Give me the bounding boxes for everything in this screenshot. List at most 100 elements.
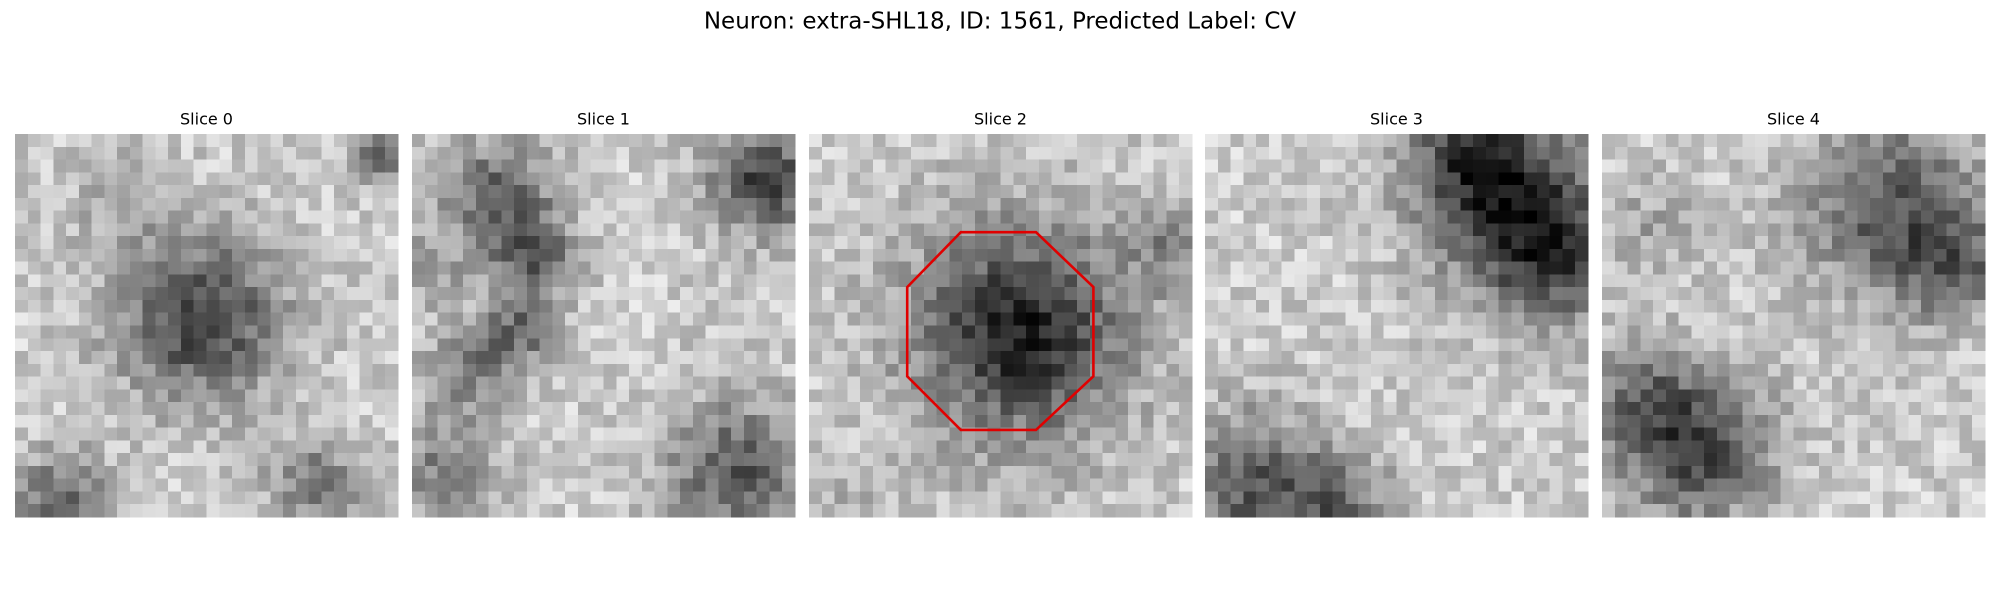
pixel [1319,427,1334,441]
pixel [1140,414,1155,429]
pixel [1345,351,1359,365]
pixel [1473,134,1487,148]
pixel [872,478,887,493]
pixel [1256,159,1270,173]
pixel [936,363,951,378]
pixel [219,440,233,454]
pixel [1051,197,1065,212]
pixel [193,236,208,250]
pixel [1013,363,1027,378]
pixel [1678,376,1692,390]
pixel [809,402,823,416]
pixel [1870,236,1884,250]
pixel [1665,185,1680,199]
pixel [1793,185,1807,199]
pixel [1205,159,1219,173]
pixel [756,504,771,518]
pixel [923,478,938,493]
pixel [475,376,490,390]
pixel [782,299,796,314]
pixel [974,223,989,237]
pixel [514,146,528,161]
pixel [847,465,861,480]
pixel [526,312,541,327]
pixel [911,363,925,378]
pixel [308,236,322,250]
pixel [450,274,464,288]
pixel [1870,197,1884,212]
pixel [1319,248,1334,263]
pixel [1844,325,1858,339]
pixel [1064,134,1078,148]
pixel [654,351,668,365]
pixel [1498,146,1512,161]
pixel [731,465,745,480]
pixel [91,427,105,441]
pixel [680,261,694,276]
pixel [1038,338,1053,352]
pixel [1205,185,1219,199]
pixel [1819,287,1833,301]
pixel [1819,134,1833,148]
pixel [232,389,246,403]
pixel [91,210,105,224]
pixel [232,325,246,339]
pixel [244,197,259,212]
pixel [911,389,925,403]
pixel [193,159,208,173]
pixel [475,465,490,480]
pixel [1691,236,1705,250]
pixel [1000,465,1014,480]
pixel [1882,491,1897,505]
pixel [412,453,426,467]
pixel [809,351,823,365]
pixel [1447,134,1461,148]
pixel [1524,389,1538,403]
pixel [1691,427,1705,441]
pixel [1549,134,1564,148]
pixel [1575,185,1589,199]
pixel [577,261,592,276]
pixel [1780,312,1795,327]
pixel [821,325,836,339]
pixel [692,172,707,186]
pixel [1536,299,1551,314]
pixel [424,312,439,327]
pixel [412,491,426,505]
pixel [1946,427,1961,441]
pixel [104,146,118,161]
pixel [552,159,566,173]
slice-image [1602,134,1986,518]
pixel [1793,197,1807,212]
pixel [206,453,220,467]
pixel [1179,338,1193,352]
pixel [437,491,451,505]
pixel [731,134,745,148]
pixel [334,402,348,416]
pixel [1077,134,1091,148]
pixel [756,363,771,378]
pixel [603,261,617,276]
pixel [385,197,399,212]
pixel [206,134,220,148]
pixel [1536,197,1551,212]
pixel [1089,261,1104,276]
pixel [526,440,541,454]
pixel [40,351,54,365]
pixel [821,274,836,288]
pixel [334,351,348,365]
pixel [1767,453,1782,467]
pixel [1536,172,1551,186]
pixel [1358,351,1372,365]
pixel [949,414,963,429]
pixel [1409,491,1423,505]
pixel [437,338,451,352]
pixel [117,478,131,493]
pixel [308,185,322,199]
pixel [232,223,246,237]
pixel [385,210,399,224]
pixel [936,172,951,186]
pixel [1153,185,1168,199]
pixel [654,236,668,250]
pixel [936,478,951,493]
